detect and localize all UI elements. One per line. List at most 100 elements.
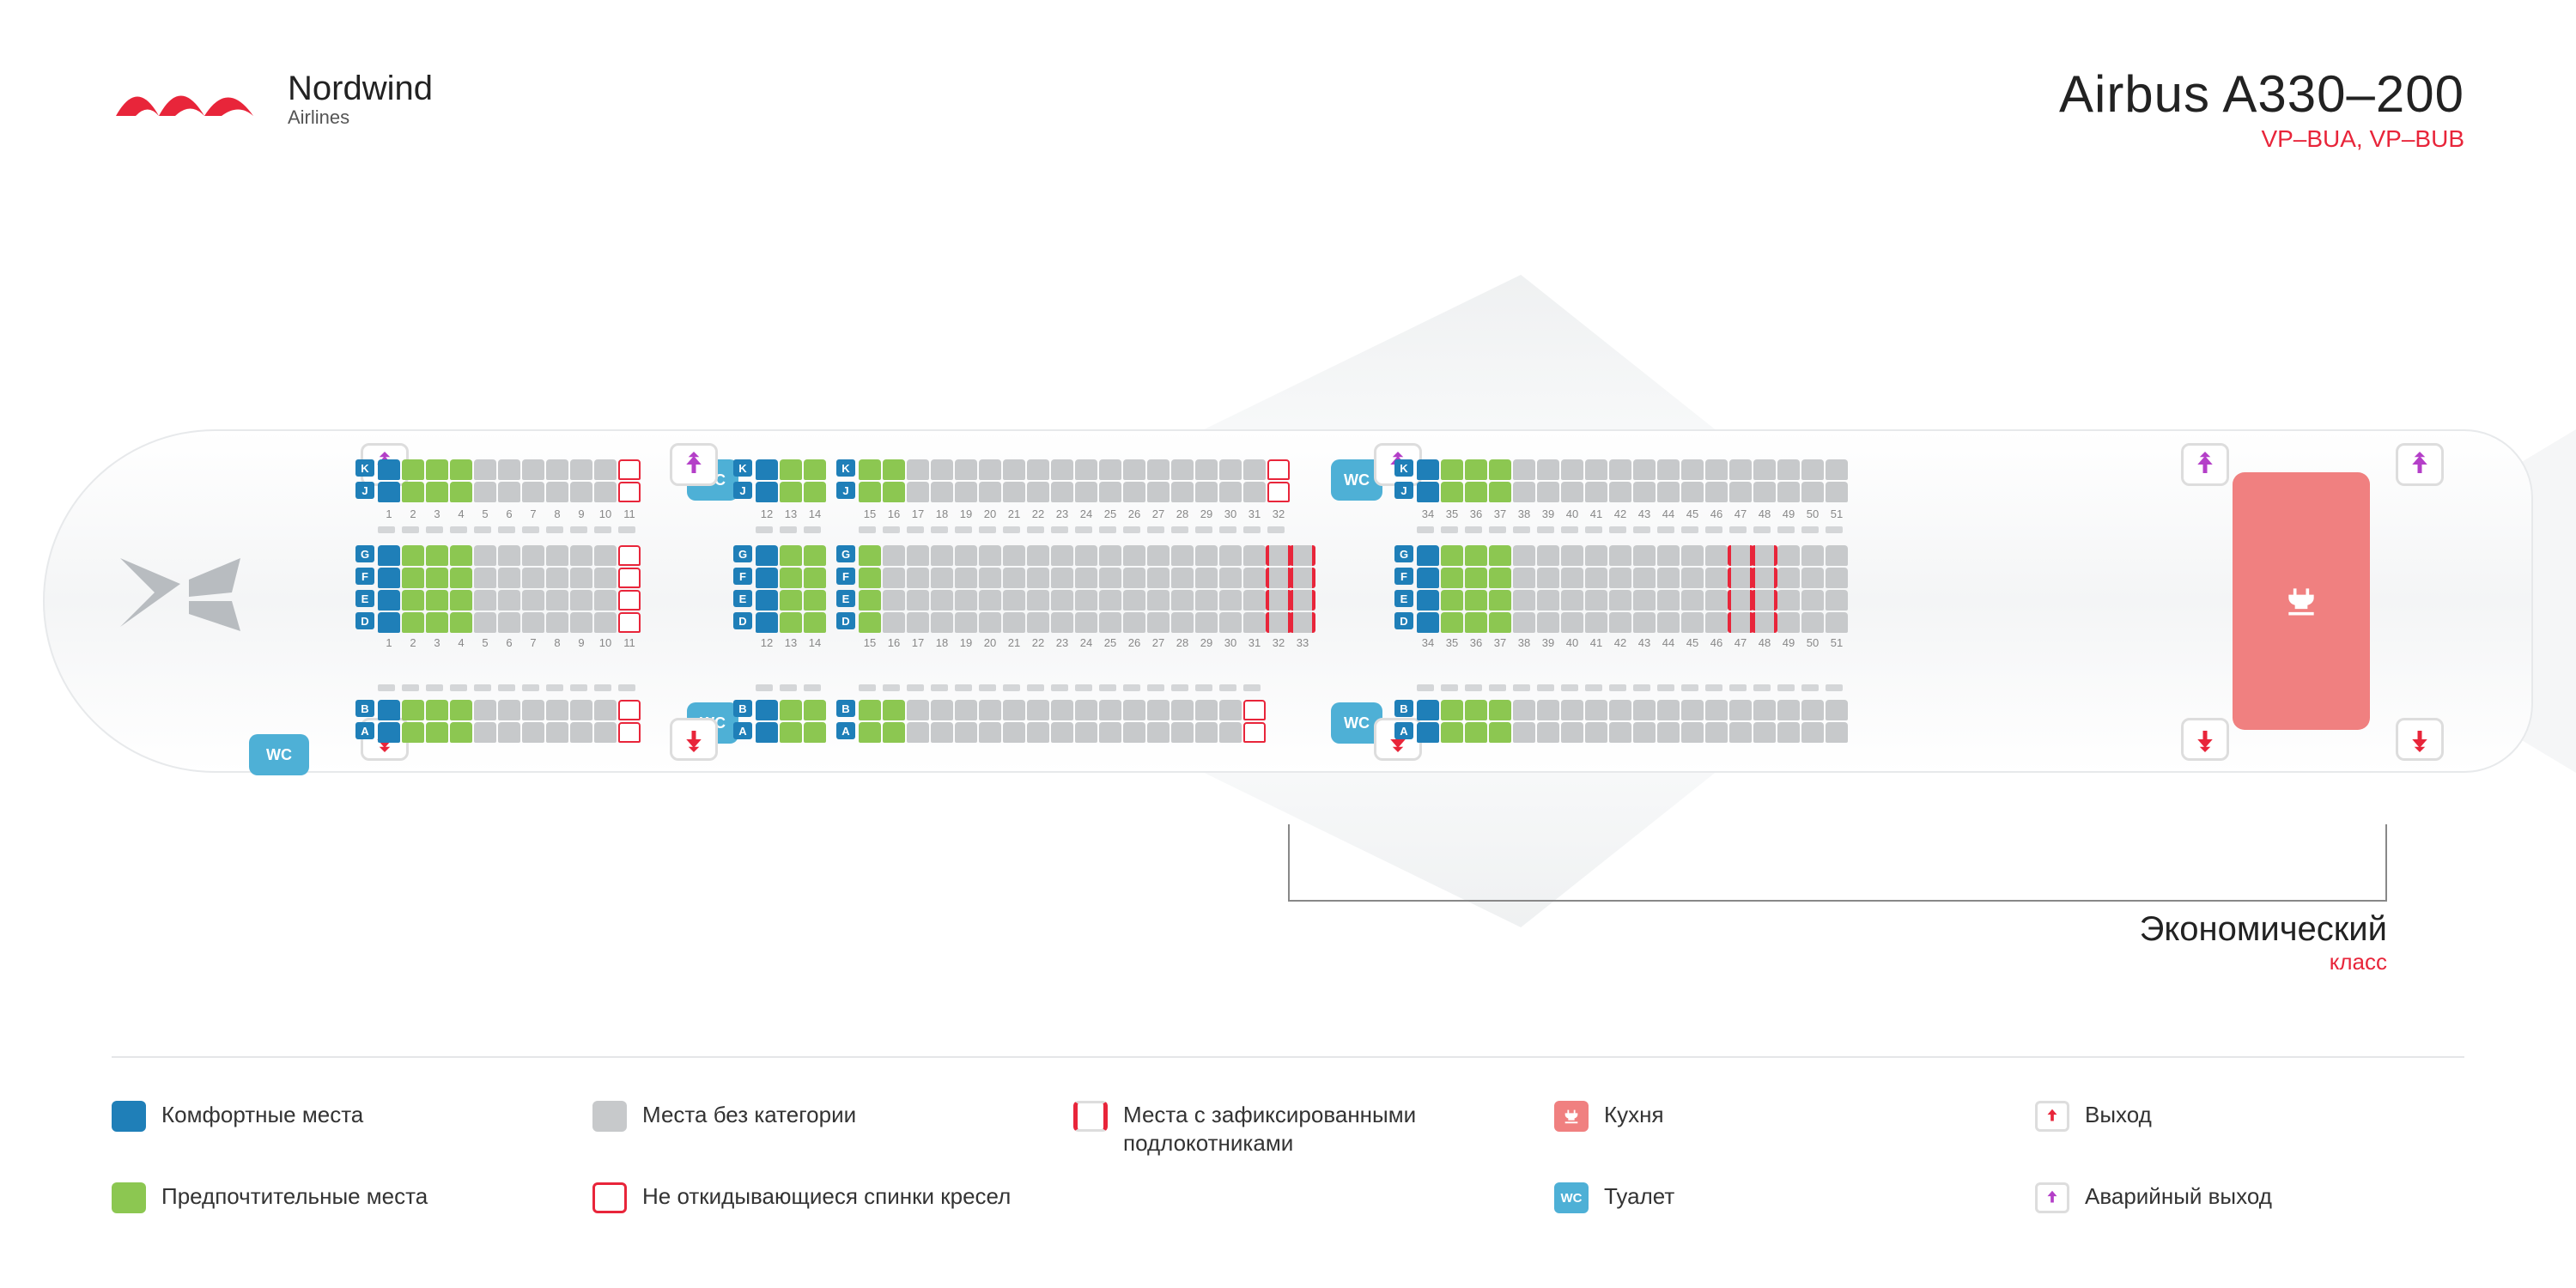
seat [1465,700,1487,720]
seat [1513,545,1535,566]
row-number: 2 [401,636,425,649]
seat [1513,590,1535,611]
seat [1291,590,1314,611]
seat [1489,459,1511,480]
seat [883,545,905,566]
seat [883,612,905,633]
seat [804,568,826,588]
row-number: 20 [978,636,1002,649]
seat [1657,545,1680,566]
seat [618,612,641,633]
seat [1705,722,1728,743]
row-number: 44 [1656,507,1680,520]
seat [1489,722,1511,743]
row-letter: K [1394,459,1413,477]
seat [955,545,977,566]
legend-item: Места без категории [592,1101,1022,1157]
seat [618,700,641,720]
seat [594,482,617,502]
seat [1657,612,1680,633]
legend-swatch [1073,1101,1108,1132]
seat [1681,612,1704,633]
seat [883,482,905,502]
legend-swatch [1554,1101,1589,1132]
class-label: Экономический класс [2140,910,2387,975]
row-letter: K [836,459,855,477]
seat [1243,612,1266,633]
seat [1633,459,1656,480]
seat [1027,568,1049,588]
seat [1147,568,1170,588]
seat [498,700,520,720]
seat [1003,590,1025,611]
seat [474,568,496,588]
seat [474,459,496,480]
seat [1729,459,1752,480]
row-number: 29 [1194,507,1218,520]
seat [1195,545,1218,566]
seat [931,545,953,566]
seat [780,722,802,743]
seat [859,545,881,566]
seat [546,590,568,611]
seat [1826,612,1848,633]
seat [1075,590,1097,611]
seat [474,590,496,611]
seat [1513,612,1535,633]
seat [1801,722,1824,743]
seat [498,459,520,480]
seat [1585,722,1607,743]
seat [1441,590,1463,611]
nordwind-logo-icon [112,69,266,129]
row-number: 28 [1170,636,1194,649]
seat [1753,612,1776,633]
seat [450,700,472,720]
row-number: 5 [473,507,497,520]
seat [780,482,802,502]
seat [955,722,977,743]
row-number: 46 [1704,507,1728,520]
row-number: 14 [803,636,827,649]
seat [979,722,1001,743]
row-number: 24 [1074,507,1098,520]
class-bracket [1288,824,2387,902]
seat [378,545,400,566]
seat [1561,612,1583,633]
seat [1465,612,1487,633]
legend-label: Не откидывающиеся спинки кресел [642,1182,1011,1211]
seat [1171,545,1194,566]
seat [1099,459,1121,480]
seat [426,722,448,743]
seat [1219,590,1242,611]
seat [1609,722,1631,743]
seat [1123,482,1145,502]
seat [426,568,448,588]
row-letter: F [836,568,855,585]
seat [907,612,929,633]
seat [1003,568,1025,588]
seat [1609,612,1631,633]
seat [955,568,977,588]
row-number: 36 [1464,507,1488,520]
seat [931,459,953,480]
seat [1681,459,1704,480]
seat [1826,722,1848,743]
seat [1195,590,1218,611]
seat [1513,568,1535,588]
seat [1801,590,1824,611]
legend-item: Места с зафиксированными подлокотниками [1073,1101,1503,1157]
seat [1195,482,1218,502]
seat [1657,568,1680,588]
seat [780,545,802,566]
row-letter: B [355,700,374,717]
seat [1003,612,1025,633]
brand-sub: Airlines [288,106,433,129]
row-number: 12 [755,507,779,520]
seat [1291,545,1314,566]
overhead-bin [1417,526,1843,533]
seat [780,459,802,480]
seat [594,568,617,588]
row-number: 8 [545,507,569,520]
seat [1826,545,1848,566]
row-number: 27 [1146,636,1170,649]
